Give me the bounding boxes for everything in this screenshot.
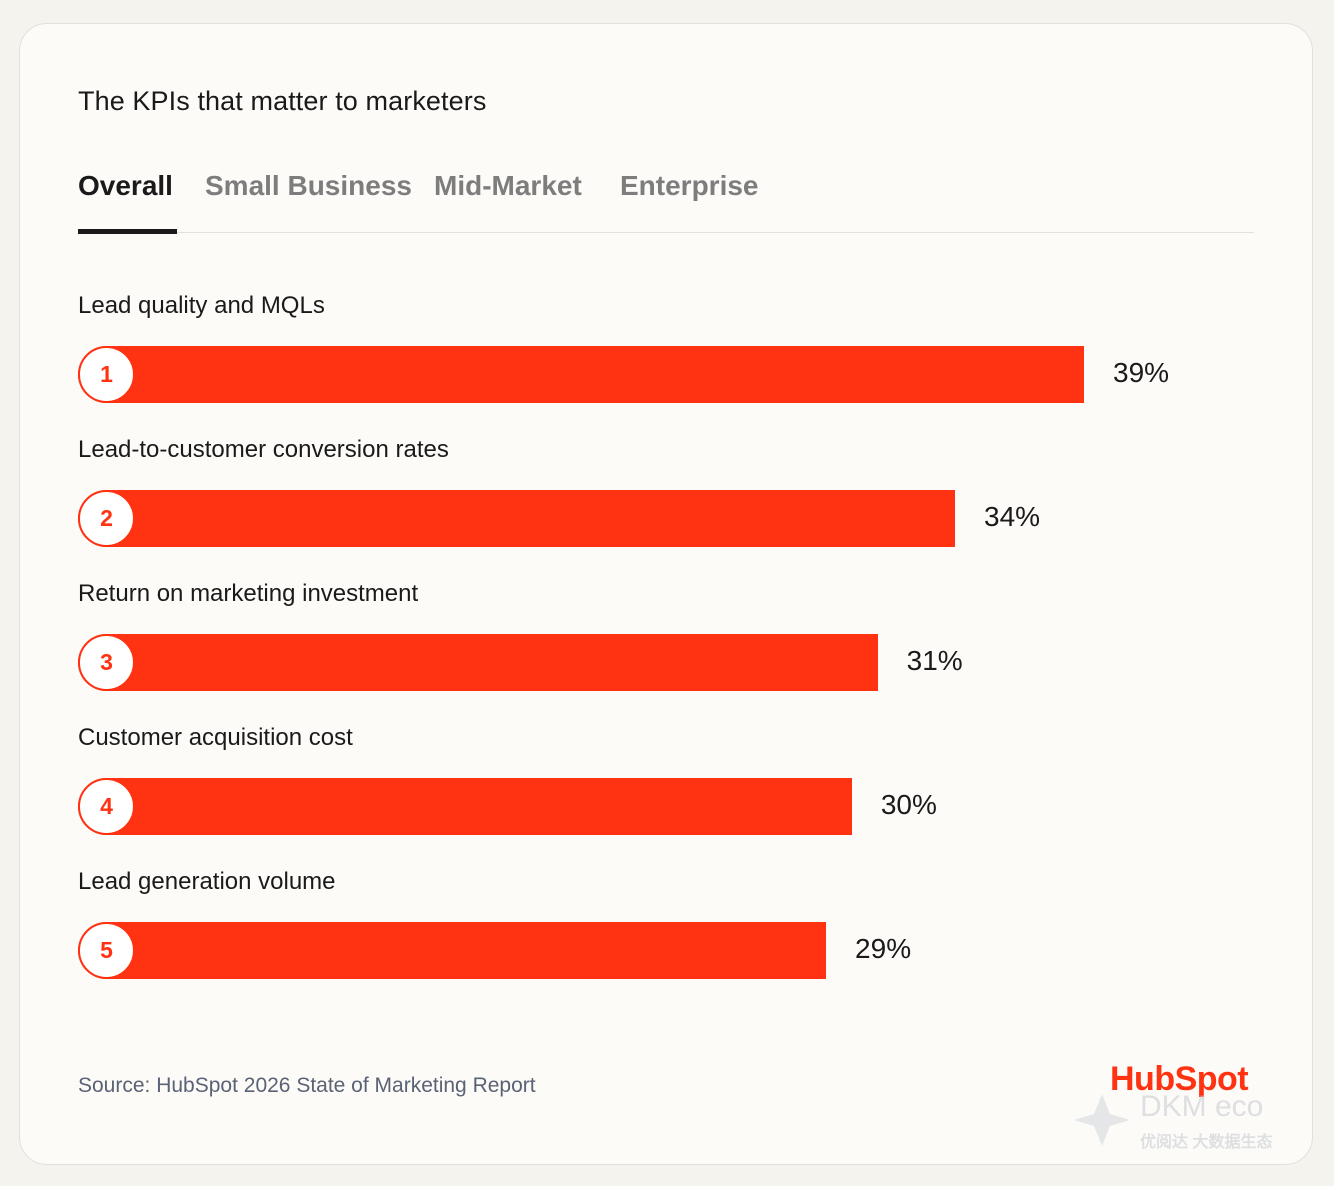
kpi-bar: 5 xyxy=(78,922,827,979)
kpi-label: Lead generation volume xyxy=(78,868,336,895)
kpi-value-label: 31% xyxy=(906,645,963,676)
kpi-bar: 2 xyxy=(78,490,956,547)
kpi-label: Lead quality and MQLs xyxy=(78,292,325,319)
kpi-label: Customer acquisition cost xyxy=(78,724,353,751)
kpi-value-label: 29% xyxy=(855,933,912,964)
kpi-value-label: 34% xyxy=(984,501,1041,532)
source-note: Source: HubSpot 2026 State of Marketing … xyxy=(78,1074,536,1097)
segment-tabs: Overall Small Business Mid-Market Enterp… xyxy=(78,166,1254,234)
watermark-text: DKM eco xyxy=(1140,1090,1264,1123)
kpi-value-label: 39% xyxy=(1113,357,1170,388)
tab-enterprise[interactable]: Enterprise xyxy=(620,170,759,201)
rank-badge: 2 xyxy=(78,490,135,547)
tab-mid-market[interactable]: Mid-Market xyxy=(434,170,582,201)
watermark-logo-icon xyxy=(1074,1094,1130,1146)
rank-badge: 3 xyxy=(78,634,135,691)
hubspot-logo: HubSpot xyxy=(1110,1060,1249,1098)
kpi-label: Return on marketing investment xyxy=(78,580,419,607)
kpi-card: The KPIs that matter to marketers Overal… xyxy=(19,23,1313,1165)
rank-badge: 5 xyxy=(78,922,135,979)
card-title: The KPIs that matter to marketers xyxy=(78,86,487,116)
rank-badge: 1 xyxy=(78,346,135,403)
rank-badge: 4 xyxy=(78,778,135,835)
kpi-bar: 4 xyxy=(78,778,852,835)
watermark: DKM eco 优阅达 大数据生态 xyxy=(1070,1090,1300,1151)
tab-overall[interactable]: Overall xyxy=(78,170,173,201)
kpi-label: Lead-to-customer conversion rates xyxy=(78,436,449,463)
kpi-value-label: 30% xyxy=(880,789,937,820)
watermark-subtext: 优阅达 大数据生态 xyxy=(1140,1134,1273,1151)
active-tab-indicator xyxy=(78,229,177,234)
tab-small-business[interactable]: Small Business xyxy=(205,170,412,201)
kpi-bar: 3 xyxy=(78,634,878,691)
kpi-bar: 1 xyxy=(78,346,1084,403)
